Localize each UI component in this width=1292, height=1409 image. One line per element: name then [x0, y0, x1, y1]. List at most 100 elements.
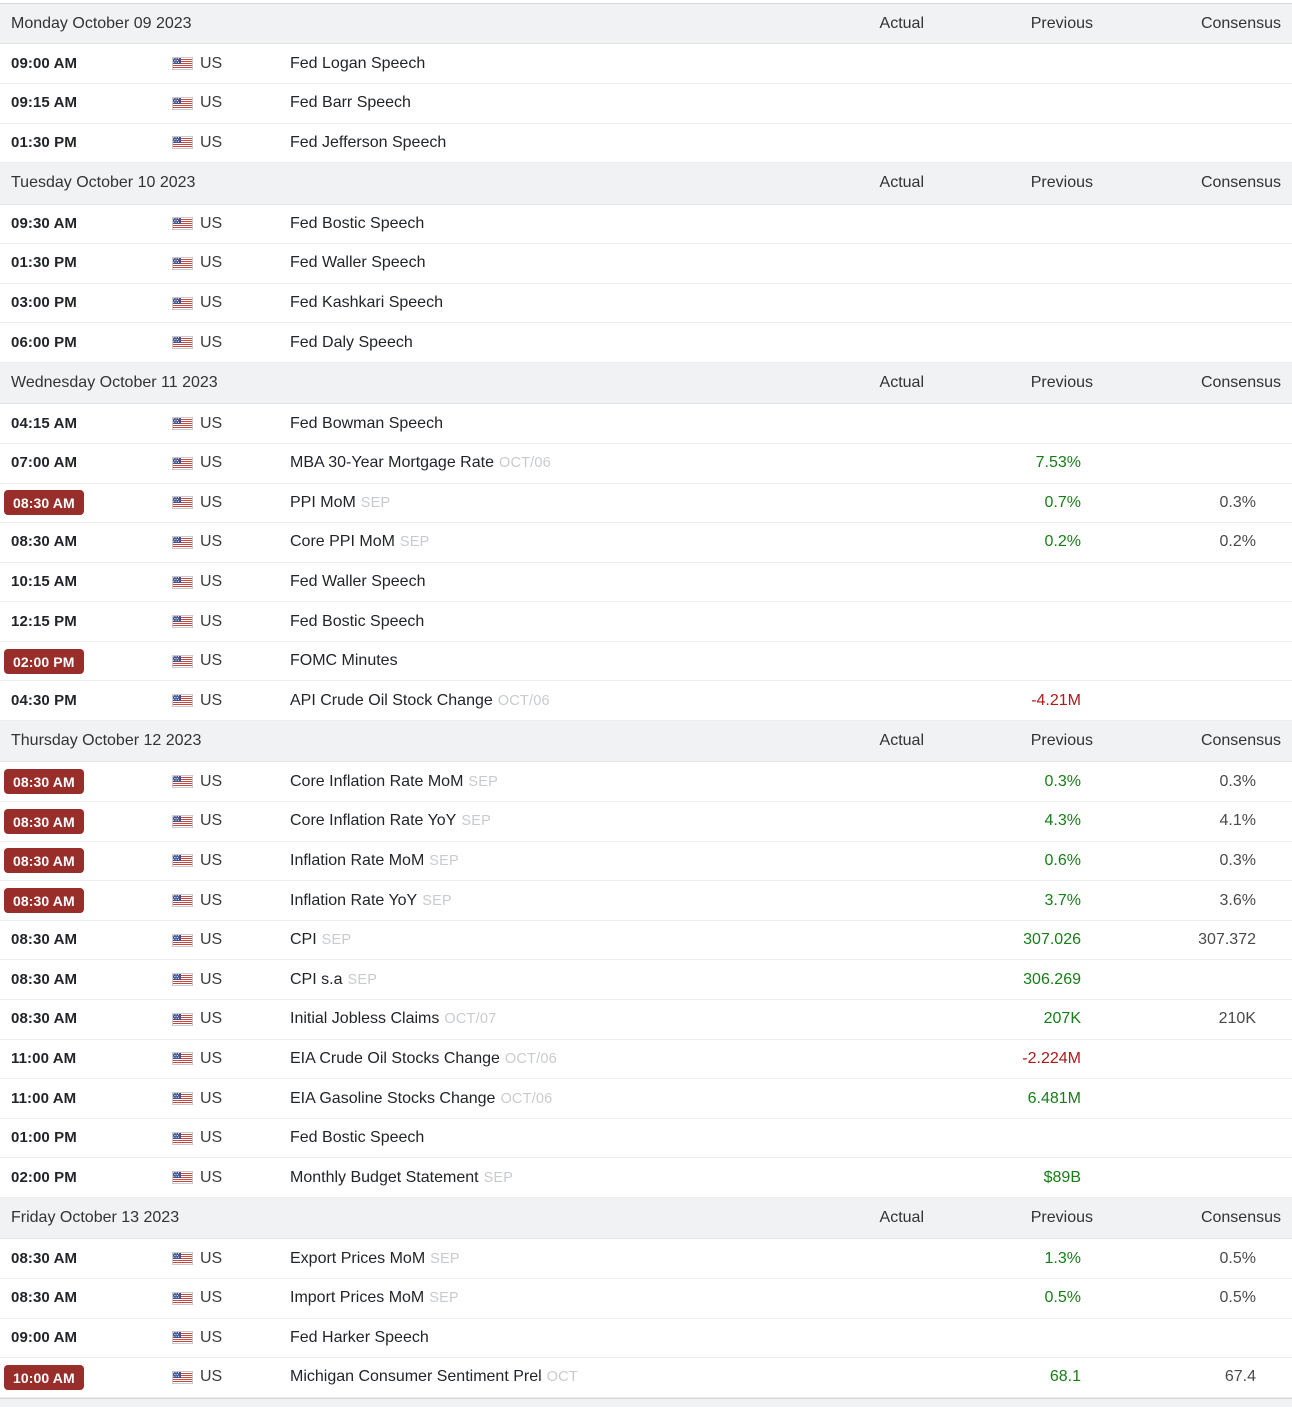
event-name[interactable]: Inflation Rate MoM	[290, 851, 425, 869]
country-cell: US	[165, 1169, 290, 1187]
event-name[interactable]: EIA Crude Oil Stocks Change	[290, 1049, 500, 1067]
event-row[interactable]: 01:30 PM	[0, 244, 1292, 284]
event-name[interactable]: FOMC Minutes	[290, 652, 398, 670]
column-header-actual: Actual	[879, 1209, 924, 1227]
event-name[interactable]: Fed Harker Speech	[290, 1328, 429, 1346]
country-label: US	[200, 573, 223, 590]
event-row[interactable]: 03:00 PM	[0, 283, 1292, 324]
event-row[interactable]: 04:15 AM	[0, 404, 1292, 444]
event-cell: Core Inflation Rate YoY SEP	[290, 812, 782, 830]
country-label: US	[200, 612, 223, 630]
event-row[interactable]: 08:30 AM	[0, 1000, 1292, 1040]
event-cell: Inflation Rate MoM SEP	[290, 852, 782, 870]
event-cell: Import Prices MoM SEP	[290, 1289, 782, 1307]
event-row[interactable]: 10:15 AM	[0, 562, 1292, 603]
event-name[interactable]: Import Prices MoM	[290, 1289, 425, 1307]
event-row[interactable]: 08:30 AM	[0, 483, 1292, 524]
reference-period: SEP	[347, 971, 378, 988]
event-row[interactable]: 09:30 AM	[0, 204, 1292, 245]
event-row[interactable]: 01:00 PM	[0, 1118, 1292, 1159]
event-time: 08:30 AM	[11, 1289, 78, 1307]
event-name[interactable]: Core PPI MoM	[290, 533, 395, 551]
event-name[interactable]: Export Prices MoM	[290, 1249, 426, 1267]
event-time: 08:30 AM	[4, 848, 84, 874]
event-cell: Fed Kashkari Speech	[290, 294, 782, 312]
previous-value: -2.224M	[1022, 1049, 1081, 1067]
event-name[interactable]: Fed Kashkari Speech	[290, 294, 443, 312]
day-header-row: Tuesday October 10 2023 Actual Previous …	[0, 163, 1292, 205]
event-row[interactable]: 09:15 AM	[0, 83, 1292, 124]
country-cell: US	[165, 931, 290, 949]
event-name[interactable]: Fed Waller Speech	[290, 254, 426, 272]
event-row[interactable]: 08:30 AM	[0, 802, 1292, 842]
country-label: US	[200, 1249, 223, 1267]
event-row[interactable]: 09:00 AM	[0, 1318, 1292, 1359]
event-name[interactable]: Fed Bostic Speech	[290, 214, 425, 232]
country-cell: US	[165, 852, 290, 870]
event-name[interactable]: Inflation Rate YoY	[290, 891, 418, 909]
event-row[interactable]: 11:00 AM	[0, 1039, 1292, 1080]
event-name[interactable]: API Crude Oil Stock Change	[290, 691, 493, 709]
event-name[interactable]: Initial Jobless Claims	[290, 1010, 440, 1028]
event-cell: Fed Bostic Speech	[290, 1129, 782, 1147]
event-row[interactable]: 08:30 AM	[0, 1239, 1292, 1279]
event-row[interactable]: 09:00 AM	[0, 44, 1292, 84]
us-flag-icon	[172, 57, 193, 71]
reference-period: SEP	[422, 892, 452, 909]
event-name[interactable]: PPI MoM	[290, 493, 356, 511]
event-name[interactable]: EIA Gasoline Stocks Change	[290, 1089, 496, 1107]
event-row[interactable]: 08:30 AM	[0, 523, 1292, 563]
column-header-consensus: Consensus	[1200, 732, 1281, 750]
us-flag-icon	[172, 615, 193, 629]
time-cell: 08:30 AM	[0, 769, 165, 795]
column-header-previous: Previous	[1030, 14, 1093, 32]
event-cell: Fed Waller Speech	[290, 573, 782, 591]
event-name[interactable]: Fed Bostic Speech	[290, 1129, 425, 1147]
reference-period: SEP	[399, 534, 430, 551]
event-row[interactable]: 08:30 AM	[0, 960, 1292, 1001]
previous-value: 1.3%	[1044, 1249, 1081, 1267]
consensus-value: 0.3%	[1219, 493, 1256, 511]
event-row[interactable]: 10:00 AM	[0, 1358, 1292, 1398]
event-name[interactable]: Fed Logan Speech	[290, 54, 426, 72]
event-time: 04:30 PM	[11, 691, 77, 709]
event-row[interactable]: 12:15 PM	[0, 602, 1292, 642]
event-name[interactable]: Fed Bowman Speech	[290, 414, 443, 432]
time-cell: 09:00 AM	[0, 1329, 165, 1347]
event-cell: Fed Daly Speech	[290, 334, 782, 352]
event-name[interactable]: Fed Bostic Speech	[290, 612, 425, 630]
event-row[interactable]: 08:30 AM	[0, 841, 1292, 882]
event-name[interactable]: Michigan Consumer Sentiment Prel	[290, 1368, 542, 1386]
event-time: 09:30 AM	[11, 214, 78, 232]
event-name[interactable]: CPI s.a	[290, 970, 343, 988]
time-cell: 06:00 PM	[0, 334, 165, 352]
next-section-partial-header	[0, 1397, 1292, 1407]
event-row[interactable]: 08:30 AM	[0, 1278, 1292, 1319]
event-row[interactable]: 02:00 PM	[0, 641, 1292, 682]
event-row[interactable]: 04:30 PM	[0, 681, 1292, 722]
event-name[interactable]: CPI	[290, 931, 317, 949]
us-flag-icon	[172, 854, 193, 868]
event-row[interactable]: 11:00 AM	[0, 1079, 1292, 1119]
event-row[interactable]: 06:00 PM	[0, 323, 1292, 363]
event-name[interactable]: Core Inflation Rate YoY	[290, 812, 457, 830]
country-cell: US	[165, 613, 290, 631]
reference-period: SEP	[360, 494, 391, 511]
event-name[interactable]: Core Inflation Rate MoM	[290, 772, 464, 790]
event-row[interactable]: 07:00 AM	[0, 443, 1292, 484]
event-row[interactable]: 01:30 PM	[0, 123, 1292, 164]
event-name[interactable]: MBA 30-Year Mortgage Rate	[290, 454, 494, 472]
country-cell: US	[165, 55, 290, 73]
event-cell: Core Inflation Rate MoM SEP	[290, 773, 782, 791]
event-row[interactable]: 02:00 PM	[0, 1158, 1292, 1198]
event-row[interactable]: 08:30 AM	[0, 881, 1292, 921]
previous-value: 207K	[1043, 1010, 1081, 1028]
event-name[interactable]: Fed Daly Speech	[290, 333, 413, 351]
event-row[interactable]: 08:30 AM	[0, 762, 1292, 803]
event-time: 02:00 PM	[4, 648, 84, 674]
event-name[interactable]: Monthly Budget Statement	[290, 1168, 479, 1186]
event-row[interactable]: 08:30 AM	[0, 920, 1292, 961]
event-name[interactable]: Fed Waller Speech	[290, 573, 426, 590]
event-name[interactable]: Fed Barr Speech	[290, 94, 411, 112]
event-name[interactable]: Fed Jefferson Speech	[290, 133, 447, 151]
